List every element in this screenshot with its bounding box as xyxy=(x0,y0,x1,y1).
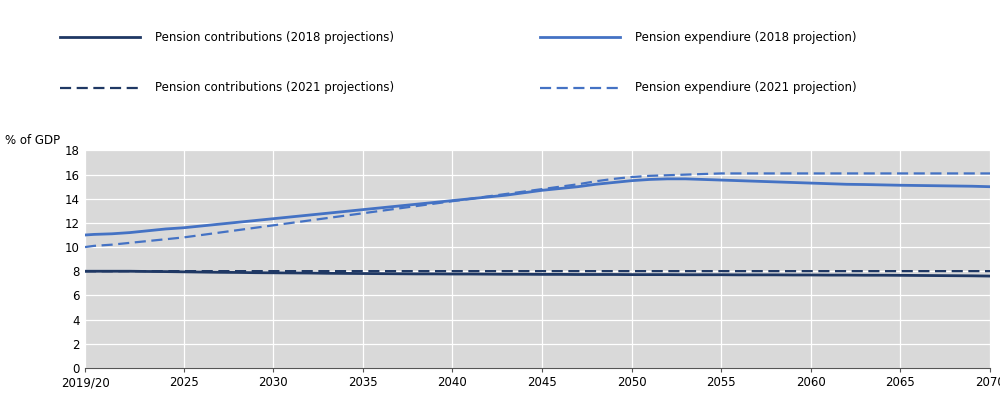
Text: Pension contributions (2021 projections): Pension contributions (2021 projections) xyxy=(155,81,394,94)
Text: Pension expendiure (2021 projection): Pension expendiure (2021 projection) xyxy=(635,81,857,94)
Text: % of GDP: % of GDP xyxy=(5,134,60,147)
Text: Pension contributions (2018 projections): Pension contributions (2018 projections) xyxy=(155,31,394,44)
Text: Pension expendiure (2018 projection): Pension expendiure (2018 projection) xyxy=(635,31,856,44)
